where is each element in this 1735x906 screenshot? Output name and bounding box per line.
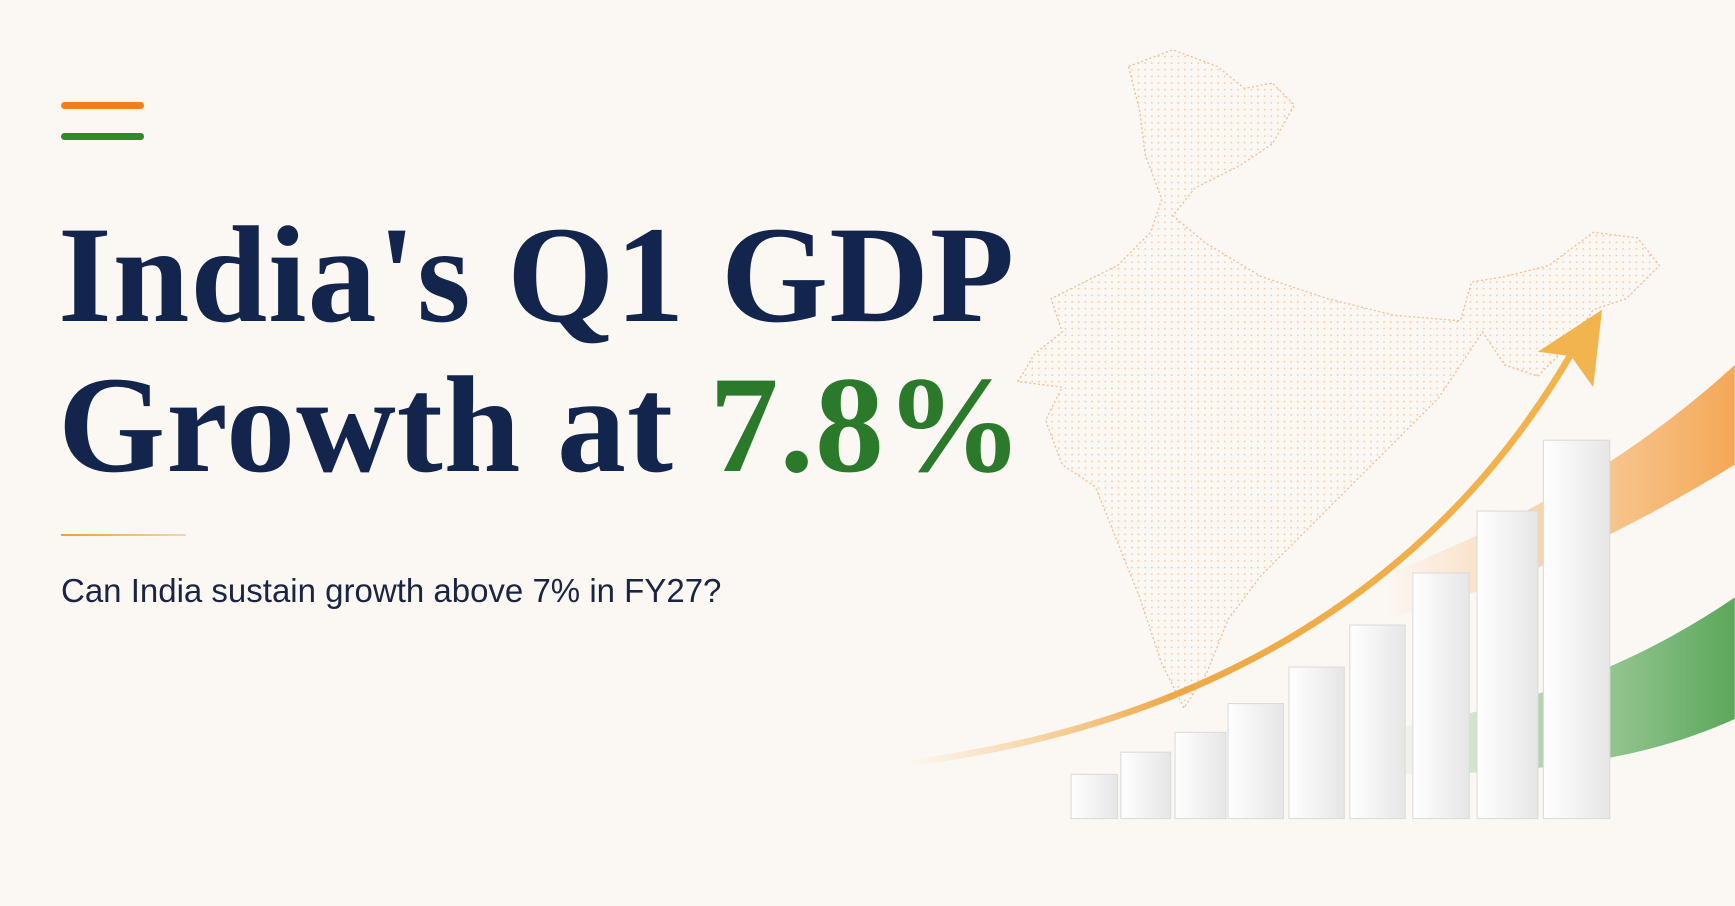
map-outline (1016, 49, 1661, 710)
decorative-bar (1349, 624, 1406, 820)
arrow-head (1537, 309, 1603, 388)
decorative-bar (1476, 510, 1539, 820)
flag-stripe-saffron (61, 102, 144, 109)
flag-swoosh-green (1383, 597, 1735, 775)
headline-line: India's Q1 GDP (58, 198, 1016, 351)
decorative-bar (1412, 572, 1470, 820)
decorative-bar (1227, 703, 1284, 820)
bar-group (1070, 439, 1611, 820)
headline-line: Growth at (58, 348, 674, 501)
decorative-bar (1542, 439, 1611, 820)
divider (61, 534, 186, 536)
subtitle: Can India sustain growth above 7% in FY2… (61, 572, 722, 609)
flag-stripe-green (61, 133, 144, 140)
decorative-bar (1174, 731, 1227, 820)
flag-swoosh-saffron (1383, 365, 1735, 620)
headline-highlight: 7.8% (709, 348, 1024, 501)
decorative-bar (1070, 773, 1119, 820)
headline: India's Q1 GDP Growth at 7.8% (58, 200, 1024, 500)
decorative-bar (1288, 666, 1345, 820)
decorative-bar (1120, 751, 1172, 820)
growth-arrow (906, 352, 1574, 767)
